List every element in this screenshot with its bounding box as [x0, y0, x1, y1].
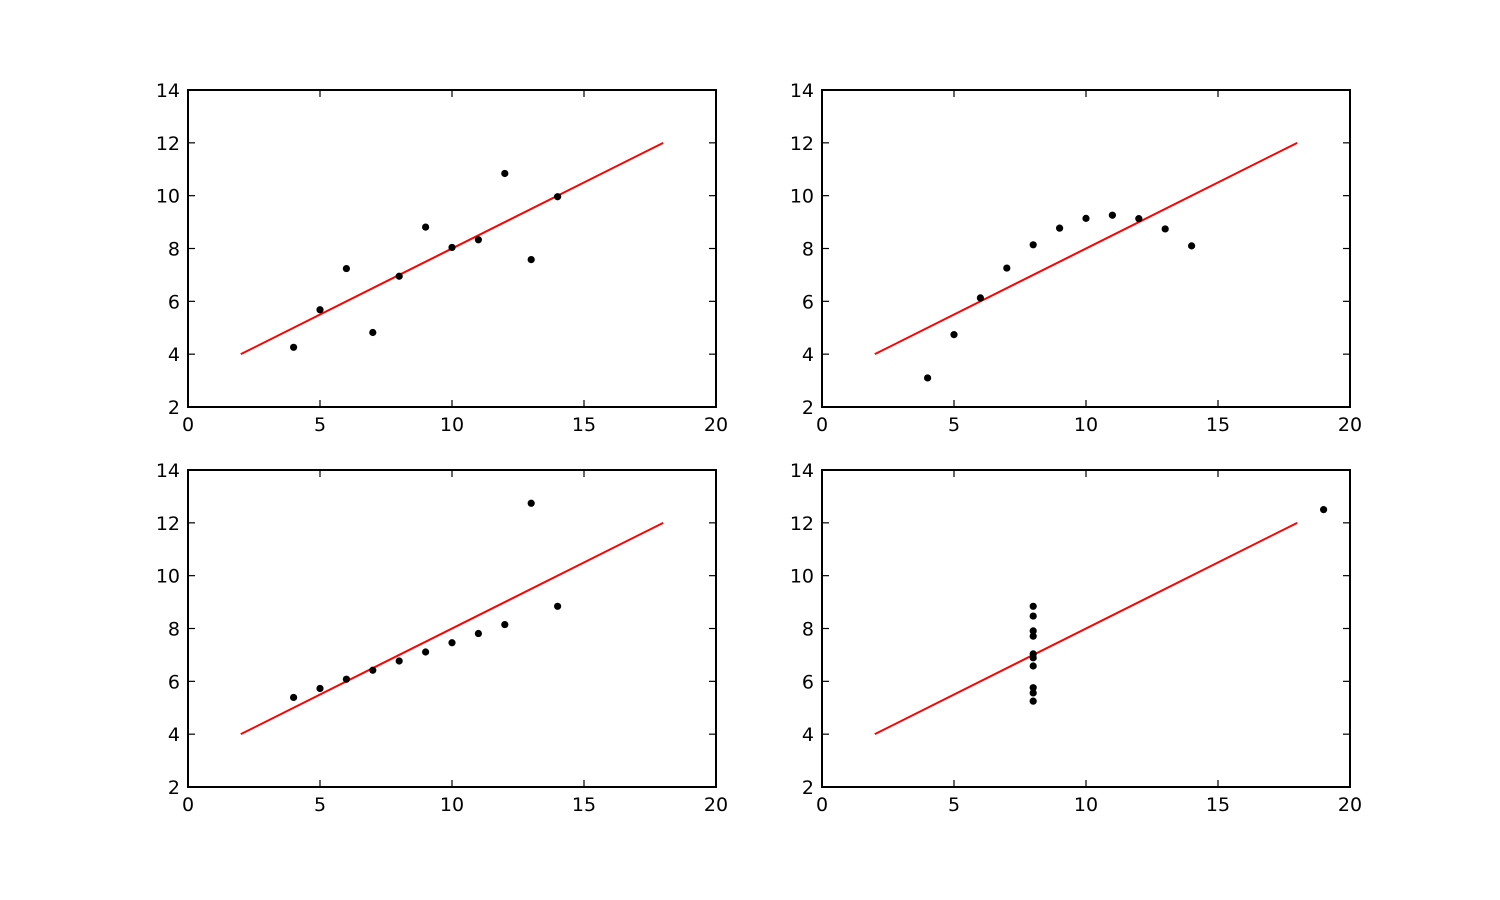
data-point — [1003, 264, 1011, 272]
x-tick-label: 5 — [948, 414, 960, 436]
data-point — [501, 169, 509, 178]
data-point — [1029, 654, 1037, 662]
y-tick-label: 8 — [802, 239, 814, 261]
x-tick-label: 10 — [1074, 794, 1098, 816]
data-point — [501, 620, 509, 629]
y-tick-label: 14 — [156, 460, 180, 482]
x-tick-label: 15 — [572, 414, 596, 436]
data-point — [1029, 697, 1037, 705]
y-tick-label: 2 — [168, 777, 180, 799]
data-point — [342, 675, 350, 683]
x-tick-label: 10 — [440, 414, 464, 436]
fit-line — [874, 521, 1298, 736]
y-tick-label: 6 — [168, 671, 180, 693]
y-tick-label: 12 — [156, 513, 180, 535]
subplot-top-left: 0 5 10 15 20 2 4 6 8 10 12 14 — [156, 80, 728, 436]
data-point — [316, 306, 324, 314]
data-point — [1029, 684, 1037, 692]
y-tick-label: 14 — [156, 80, 180, 102]
data-point — [1029, 627, 1037, 635]
x-tick-label: 0 — [816, 414, 828, 436]
data-point — [422, 648, 430, 656]
y-tick-label: 10 — [790, 566, 814, 588]
y-tick-label: 10 — [156, 186, 180, 208]
data-point — [1029, 602, 1037, 610]
x-tick-label: 20 — [1338, 794, 1362, 816]
data-point — [1029, 241, 1037, 249]
data-point — [950, 331, 958, 339]
y-tick-label: 6 — [168, 291, 180, 313]
data-point — [1029, 662, 1037, 670]
data-point — [395, 657, 403, 665]
y-tick-label: 8 — [168, 619, 180, 641]
y-tick-label: 6 — [802, 671, 814, 693]
data-point — [1029, 632, 1037, 640]
y-tick-label: 2 — [802, 777, 814, 799]
y-tick-label: 2 — [802, 397, 814, 419]
x-tick-label: 15 — [1206, 414, 1230, 436]
subplot-top-right: 0 5 10 15 20 2 4 6 8 10 12 14 — [790, 80, 1362, 436]
y-tick-label: 2 — [168, 397, 180, 419]
data-point — [290, 693, 298, 702]
x-tick-label: 0 — [182, 414, 194, 436]
data-point — [1135, 215, 1143, 223]
subplot-bottom-left: 0 5 10 15 20 2 4 6 8 10 12 14 — [156, 460, 728, 816]
data-point — [1029, 612, 1037, 620]
x-tick-label: 10 — [1074, 414, 1098, 436]
data-point — [316, 684, 324, 693]
y-tick-label: 10 — [790, 186, 814, 208]
x-tick-label: 5 — [948, 794, 960, 816]
data-point — [1056, 224, 1064, 232]
y-tick-label: 8 — [802, 619, 814, 641]
x-tick-label: 0 — [182, 794, 194, 816]
y-tick-label: 4 — [168, 344, 180, 366]
data-point — [527, 255, 535, 264]
x-tick-label: 5 — [314, 414, 326, 436]
data-point — [474, 236, 482, 244]
data-point — [1108, 211, 1116, 219]
y-tick-label: 4 — [802, 344, 814, 366]
y-tick-label: 14 — [790, 80, 814, 102]
y-tick-label: 14 — [790, 460, 814, 482]
x-tick-label: 20 — [1338, 414, 1362, 436]
y-tick-label: 12 — [790, 133, 814, 155]
data-point — [1320, 506, 1328, 514]
data-point — [924, 374, 932, 382]
y-tick-label: 10 — [156, 566, 180, 588]
x-tick-label: 20 — [704, 794, 728, 816]
data-point — [1029, 689, 1037, 697]
y-tick-label: 4 — [802, 724, 814, 746]
data-point — [342, 264, 350, 273]
x-tick-label: 0 — [816, 794, 828, 816]
x-tick-label: 5 — [314, 794, 326, 816]
x-tick-label: 10 — [440, 794, 464, 816]
y-tick-label: 4 — [168, 724, 180, 746]
subplot-bottom-right: 0 5 10 15 20 2 4 6 8 10 12 14 — [790, 460, 1362, 816]
y-tick-label: 12 — [790, 513, 814, 535]
y-tick-label: 6 — [802, 291, 814, 313]
data-point — [554, 193, 562, 201]
fit-line — [874, 141, 1298, 356]
data-point — [369, 666, 377, 674]
data-point — [369, 328, 377, 337]
data-point — [1188, 242, 1196, 250]
data-point — [976, 294, 985, 302]
fit-line — [240, 521, 664, 736]
data-point — [474, 629, 482, 638]
data-point — [395, 272, 403, 280]
x-tick-label: 20 — [704, 414, 728, 436]
x-tick-label: 15 — [1206, 794, 1230, 816]
data-point — [1082, 214, 1090, 222]
data-point — [448, 639, 456, 647]
y-tick-label: 12 — [156, 133, 180, 155]
data-point — [422, 223, 430, 231]
data-point — [1161, 225, 1169, 233]
data-point — [448, 243, 456, 252]
y-tick-label: 8 — [168, 239, 180, 261]
data-point — [290, 343, 298, 351]
data-point — [527, 499, 535, 507]
x-tick-label: 15 — [572, 794, 596, 816]
data-point — [554, 602, 562, 610]
